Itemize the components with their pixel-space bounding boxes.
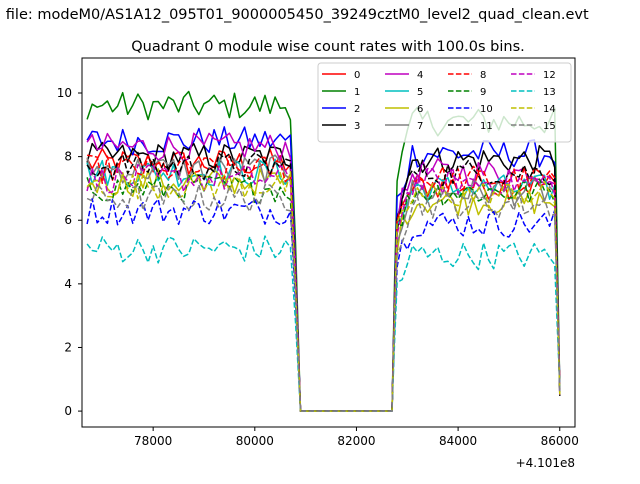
series-lines [86, 90, 561, 412]
legend-label-3: 3 [354, 121, 360, 132]
y-tick-label: 4 [64, 277, 72, 291]
legend-label-5: 5 [417, 87, 423, 98]
series-line-7 [86, 154, 561, 412]
legend-label-2: 2 [354, 104, 360, 115]
legend-label-13: 13 [543, 87, 556, 98]
series-line-15 [86, 183, 561, 412]
legend-label-9: 9 [480, 87, 486, 98]
legend-label-8: 8 [480, 70, 486, 81]
x-tick-label: 84000 [439, 434, 477, 448]
x-axis-ticks: 78000 80000 82000 84000 86000 [134, 427, 579, 448]
series-line-2 [86, 126, 561, 412]
legend-label-14: 14 [543, 104, 556, 115]
legend-label-4: 4 [417, 70, 423, 81]
y-tick-label: 6 [64, 213, 72, 227]
series-line-10 [86, 198, 561, 412]
legend-label-1: 1 [354, 87, 360, 98]
x-tick-label: 82000 [337, 434, 375, 448]
series-line-11 [86, 151, 561, 412]
legend-label-0: 0 [354, 70, 360, 81]
figure-suptitle: n file: modeM0/AS1A12_095T01_9000005450_… [0, 7, 589, 23]
legend-box [317, 62, 572, 143]
y-tick-label: 2 [64, 340, 72, 354]
series-line-14 [86, 171, 561, 412]
x-tick-label: 78000 [134, 434, 172, 448]
y-tick-label: 10 [57, 86, 72, 100]
series-line-4 [86, 132, 561, 412]
y-axis-ticks: 0 2 4 6 8 10 [57, 86, 82, 418]
series-line-3 [86, 141, 561, 412]
x-offset-label: +4.101e8 [516, 456, 575, 470]
legend-label-11: 11 [480, 121, 493, 132]
plot-frame [81, 57, 576, 428]
series-line-13 [86, 235, 561, 412]
x-tick-label: 86000 [541, 434, 579, 448]
y-tick-label: 8 [64, 150, 72, 164]
legend-label-12: 12 [543, 70, 556, 81]
y-tick-label: 0 [64, 404, 72, 418]
series-line-8 [86, 154, 561, 412]
series-line-9 [86, 174, 561, 412]
legend-label-10: 10 [480, 104, 493, 115]
chart-title: Quadrant 0 module wise count rates with … [131, 39, 525, 55]
legend-label-7: 7 [417, 121, 423, 132]
legend-label-6: 6 [417, 104, 423, 115]
x-tick-label: 80000 [236, 434, 274, 448]
series-line-12 [86, 163, 561, 412]
legend-label-15: 15 [543, 121, 556, 132]
